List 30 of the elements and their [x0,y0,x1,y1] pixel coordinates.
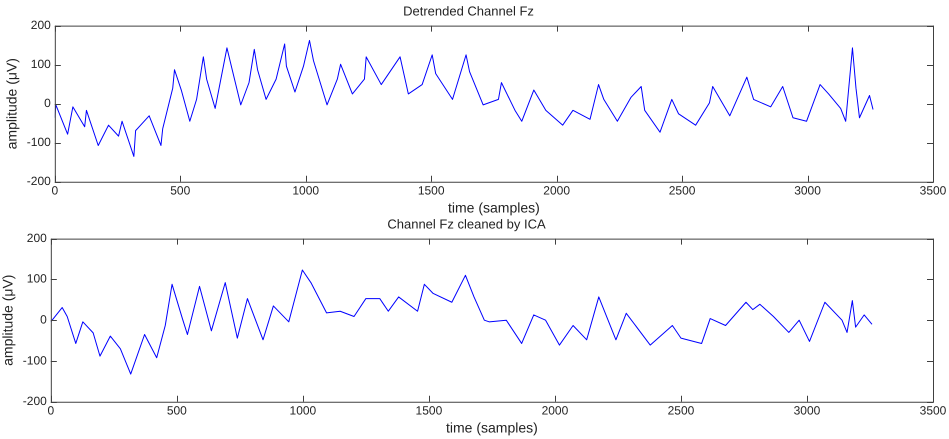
x-axis-title: time (samples) [446,419,538,436]
y-tick-label: -100 [22,353,48,368]
x-tick-label: 2000 [543,183,570,198]
y-tick-label: 0 [44,96,52,110]
x-tick-label: 500 [166,403,188,418]
x-tick-label: 3500 [920,183,947,198]
y-tick-label: -200 [22,394,48,408]
x-tick-label: 1500 [416,403,443,418]
y-tick-label: 0 [40,312,48,327]
chart-title: Channel Fz cleaned by ICA [387,216,546,232]
x-tick-label: 1000 [292,183,320,198]
x-tick-label: 2000 [542,403,569,418]
x-tick-label: 1000 [290,403,317,418]
x-tick-label: 2500 [668,183,696,198]
x-axis-title: time (samples) [448,199,540,216]
y-axis-title: amplitude (μV) [3,58,20,150]
x-tick-label: 3000 [794,183,822,198]
x-tick-label: 2500 [668,403,695,418]
y-tick-label: -100 [26,135,52,150]
y-tick-label: 200 [26,230,48,245]
x-tick-label: 3500 [920,403,947,418]
y-axis-title: amplitude (μV) [0,274,16,366]
x-tick-label: 3000 [794,403,821,418]
x-tick-label: 1500 [418,183,445,198]
y-tick-label: -200 [26,174,52,188]
x-tick-label: 500 [170,183,191,198]
y-tick-label: 100 [26,272,48,286]
chart-title: Detrended Channel Fz [403,3,534,18]
y-tick-label: 100 [30,56,52,71]
y-tick-label: 200 [30,18,52,32]
